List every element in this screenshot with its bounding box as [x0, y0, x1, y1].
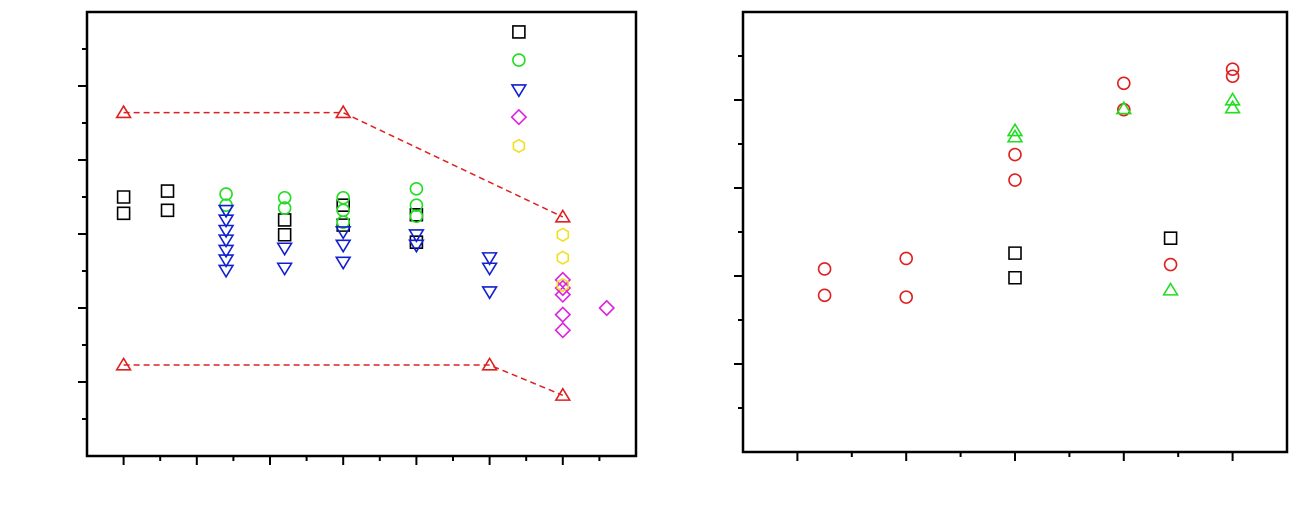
point [899, 290, 914, 304]
point [336, 218, 350, 232]
point [1115, 100, 1133, 115]
point [115, 356, 132, 371]
point [554, 387, 572, 401]
point [817, 262, 832, 276]
point [481, 286, 498, 300]
point [481, 356, 498, 371]
point [1116, 102, 1131, 117]
series-line [123, 111, 564, 218]
point [481, 262, 498, 277]
point [409, 235, 424, 249]
point [1224, 91, 1241, 106]
point [510, 84, 528, 98]
point [899, 251, 914, 266]
plot-frame [741, 10, 1289, 454]
point [510, 108, 528, 126]
point [512, 53, 526, 67]
point [1163, 257, 1178, 272]
point [160, 184, 175, 198]
point [217, 204, 235, 219]
point [217, 224, 235, 239]
point [556, 277, 570, 293]
point [1224, 99, 1241, 114]
point [277, 201, 292, 215]
point [554, 286, 572, 304]
point [217, 214, 235, 229]
point [1163, 231, 1178, 245]
point [1008, 270, 1022, 285]
point [334, 226, 352, 240]
point [598, 299, 616, 317]
point [554, 306, 572, 323]
point [334, 239, 352, 254]
point [336, 203, 351, 218]
point [556, 250, 570, 265]
point [1162, 281, 1179, 296]
plot-frame [85, 10, 638, 458]
point [1006, 128, 1024, 143]
point [217, 254, 235, 269]
series-line [123, 364, 564, 397]
point [817, 288, 832, 303]
point [554, 321, 572, 339]
point [277, 227, 292, 242]
point [334, 104, 352, 119]
point [217, 244, 235, 259]
point [336, 190, 351, 205]
point [512, 25, 526, 39]
point [481, 252, 498, 266]
point [409, 209, 424, 224]
point [1006, 122, 1024, 137]
point [116, 206, 131, 221]
point [217, 264, 235, 279]
plot [734, 10, 1289, 461]
point [277, 213, 292, 227]
plot [78, 10, 638, 465]
point [334, 256, 352, 271]
point [1008, 147, 1022, 162]
point [276, 242, 293, 257]
point [1008, 246, 1022, 260]
point [409, 198, 424, 212]
point [556, 227, 570, 242]
point [512, 138, 526, 154]
point [217, 234, 235, 249]
point [408, 239, 425, 254]
point [1008, 173, 1022, 187]
point [1225, 62, 1240, 76]
point [276, 262, 293, 277]
point [409, 182, 424, 196]
point [160, 203, 175, 218]
point [219, 187, 233, 201]
point [1225, 69, 1240, 84]
point [115, 104, 132, 119]
point [116, 190, 131, 204]
point [408, 229, 425, 243]
point [1116, 76, 1131, 91]
point [554, 208, 572, 223]
